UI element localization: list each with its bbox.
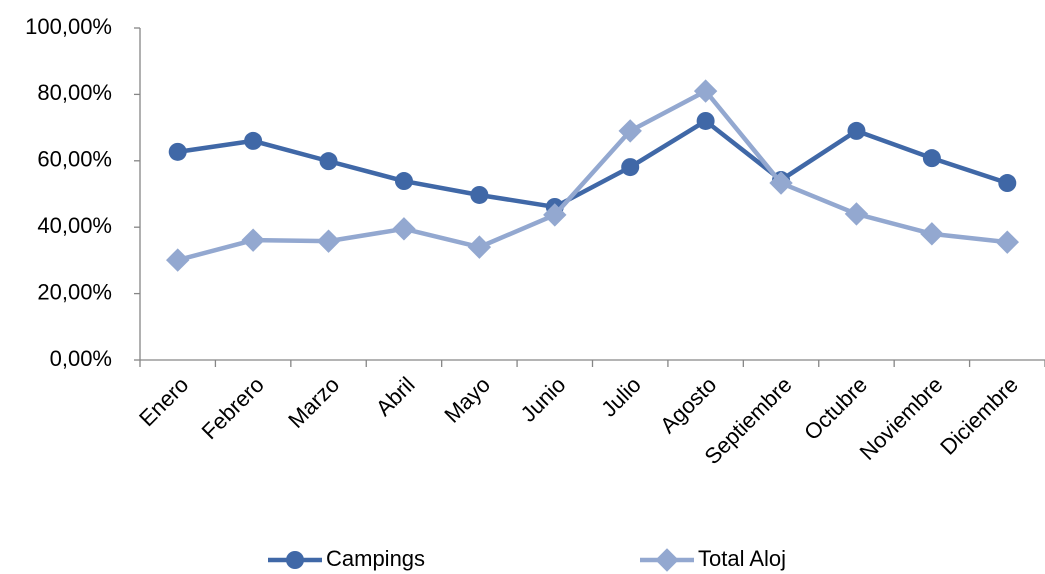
x-tick-label: Noviembre	[855, 372, 948, 465]
data-point	[995, 230, 1019, 254]
y-tick-label: 20,00%	[37, 279, 112, 304]
data-point	[241, 228, 265, 252]
x-tick-label: Febrero	[197, 372, 269, 444]
y-tick-label: 40,00%	[37, 213, 112, 238]
data-point	[470, 185, 489, 204]
x-tick-label: Marzo	[283, 372, 344, 433]
legend-label: Campings	[326, 546, 425, 571]
data-point	[621, 158, 640, 177]
data-point	[394, 172, 413, 191]
y-tick-label: 60,00%	[37, 147, 112, 172]
data-point	[543, 203, 567, 227]
x-tick-label: Enero	[134, 372, 193, 431]
data-point	[693, 79, 718, 103]
y-tick-label: 80,00%	[37, 80, 112, 105]
data-point	[168, 142, 187, 161]
data-point	[467, 235, 492, 259]
data-point	[166, 248, 190, 272]
data-point	[319, 152, 338, 171]
y-tick-label: 0,00%	[50, 346, 112, 371]
x-tick-label: Octubre	[799, 372, 872, 445]
data-point	[998, 174, 1017, 193]
data-point	[847, 121, 866, 140]
data-point	[920, 222, 944, 246]
data-point	[922, 149, 941, 168]
x-tick-label: Diciembre	[935, 372, 1023, 460]
x-tick-label: Junio	[516, 372, 571, 427]
data-point	[769, 171, 793, 195]
x-tick-label: Abril	[371, 372, 420, 421]
series-line	[177, 118, 1008, 210]
legend-marker	[655, 548, 679, 572]
data-point	[392, 217, 416, 241]
legend-marker	[286, 551, 304, 569]
legend-label: Total Aloj	[698, 546, 786, 571]
x-tick-label: Julio	[596, 372, 646, 422]
y-tick-label: 100,00%	[25, 14, 112, 39]
data-point	[244, 131, 263, 150]
data-point	[696, 111, 715, 130]
data-point	[316, 229, 341, 253]
data-point	[844, 202, 869, 226]
series-line	[177, 88, 1008, 263]
data-point	[618, 119, 642, 143]
x-tick-label: Mayo	[439, 372, 495, 428]
x-tick-label: Agosto	[655, 372, 721, 438]
